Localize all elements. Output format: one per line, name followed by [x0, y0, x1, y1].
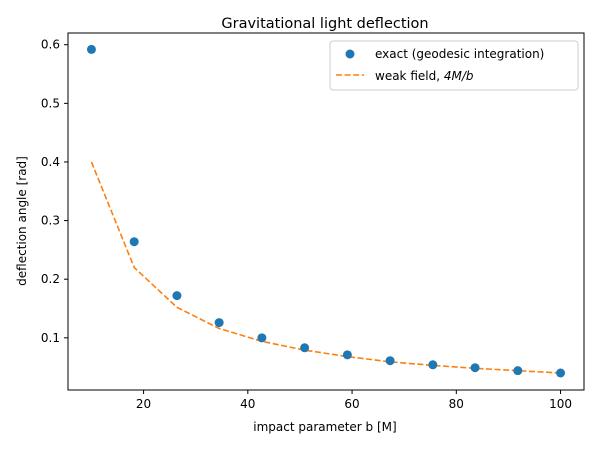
y-tick-label: 0.6	[41, 38, 60, 52]
plot-frame	[67, 32, 585, 391]
legend: exact (geodesic integration) weak field, …	[329, 40, 579, 91]
exact-data-point	[470, 363, 480, 373]
exact-data-point	[300, 343, 310, 353]
x-tick-label: 100	[549, 397, 572, 411]
exact-data-point	[385, 356, 395, 366]
exact-data-point	[214, 318, 224, 328]
y-tick-label: 0.1	[41, 331, 60, 345]
exact-data-point	[86, 44, 96, 54]
exact-data-point	[129, 237, 139, 247]
x-axis: 20 40 60 80 100	[136, 390, 572, 411]
exact-data-point	[428, 360, 438, 370]
x-tick-label: 40	[240, 397, 255, 411]
y-axis: 0.1 0.2 0.3 0.4 0.5 0.6	[41, 38, 68, 345]
exact-data-point	[342, 350, 352, 360]
y-tick-label: 0.2	[41, 272, 60, 286]
legend-box	[329, 40, 579, 91]
legend-label-weak: weak field, 4M/b	[375, 69, 474, 83]
legend-label-exact: exact (geodesic integration)	[375, 47, 544, 61]
y-tick-label: 0.5	[41, 96, 60, 110]
chart-title: Gravitational light deflection	[221, 16, 428, 32]
x-tick-label: 20	[136, 397, 151, 411]
x-axis-label: impact parameter b [M]	[253, 420, 396, 434]
y-tick-label: 0.3	[41, 214, 60, 228]
exact-data-point	[172, 291, 182, 301]
weak-field-line	[90, 161, 561, 374]
y-axis-label: deflection angle [rad]	[15, 156, 29, 286]
plot-area	[86, 44, 566, 378]
x-tick-label: 60	[344, 397, 359, 411]
exact-data-point	[556, 368, 566, 378]
exact-data-point	[513, 366, 523, 376]
legend-marker-exact	[345, 49, 355, 59]
y-tick-label: 0.4	[41, 155, 60, 169]
exact-data-point	[257, 333, 267, 343]
x-tick-label: 80	[449, 397, 464, 411]
